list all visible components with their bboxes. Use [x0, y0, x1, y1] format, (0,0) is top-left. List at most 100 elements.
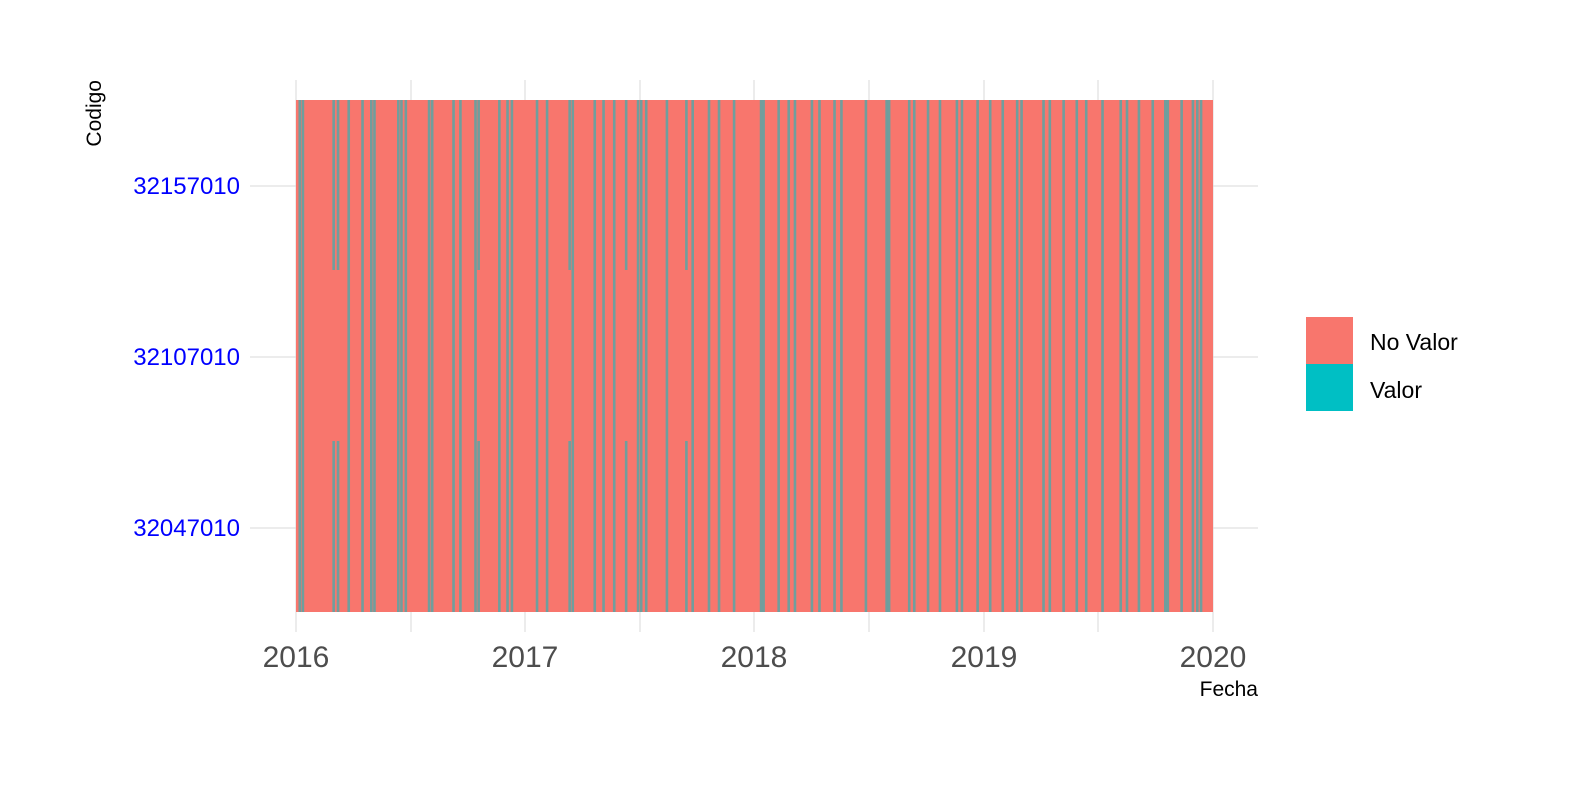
tile-valor [1199, 100, 1203, 612]
y-tick-label: 32157010 [133, 173, 240, 200]
legend: No Valor Valor [1306, 317, 1458, 411]
x-axis: 2016 2017 2018 2019 2020 Fecha [263, 641, 1259, 701]
y-tick-label: 32047010 [133, 515, 240, 542]
tile-valor [1166, 100, 1170, 612]
x-axis-title: Fecha [1200, 678, 1259, 701]
tile-valor [568, 441, 571, 612]
tile-valor [298, 100, 302, 612]
tile-valor [1075, 100, 1079, 612]
tile-valor [762, 100, 765, 612]
tile-valor [644, 100, 648, 612]
tile-valor [624, 100, 628, 270]
tile-valor [732, 100, 736, 612]
tile-valor [474, 100, 477, 612]
tile-valor [404, 100, 408, 612]
tile-valor [1196, 100, 1199, 612]
tile-valor [907, 100, 911, 612]
tile-valor [1020, 100, 1023, 612]
tile-valor [818, 100, 821, 612]
legend-key-no-valor [1306, 317, 1353, 364]
tile-valor [639, 100, 643, 612]
tile-valor [430, 100, 434, 612]
y-axis-title: Codigo [83, 80, 106, 147]
tile-valor [397, 100, 400, 612]
tile-valor [571, 100, 575, 612]
tile-valor [955, 100, 959, 612]
tile-valor [506, 100, 509, 612]
tile-valor [777, 100, 780, 612]
tile-valor [624, 441, 628, 612]
tile-valor [707, 100, 711, 612]
tile-valor [459, 100, 462, 612]
tile-valor [332, 441, 335, 612]
tile-valor [1125, 100, 1129, 612]
tile-valor [612, 100, 616, 612]
tile-valor [545, 100, 549, 612]
tile-valor [885, 100, 888, 612]
tile-valor [510, 100, 514, 612]
y-axis: 32157010 32107010 32047010 Codigo [83, 80, 240, 542]
tile-valor [301, 100, 305, 612]
tile-valor [373, 100, 376, 612]
tile-valor [400, 100, 403, 612]
tile-valor [976, 100, 979, 612]
tile-valor [336, 100, 340, 270]
tile-valor [427, 100, 431, 612]
tile-valor [1180, 100, 1183, 612]
tile-valor [926, 100, 930, 612]
tile-valor [1042, 100, 1045, 612]
tile-valor [685, 441, 688, 612]
tile-valor [1001, 100, 1005, 612]
tile-valor [1137, 100, 1141, 612]
legend-label-no-valor: No Valor [1370, 329, 1458, 355]
x-tick-label: 2017 [492, 641, 559, 674]
x-tick-label: 2018 [721, 641, 788, 674]
tile-valor [1119, 100, 1123, 612]
x-tick-label: 2020 [1180, 641, 1247, 674]
tile-valor [332, 100, 335, 270]
tile-valor [1084, 100, 1088, 612]
tile-valor [636, 100, 640, 612]
tile-valor [370, 100, 373, 612]
tile-valor [1101, 100, 1104, 612]
tile-valor [498, 100, 501, 612]
tile-valor [691, 100, 694, 612]
tile-valor [1048, 100, 1052, 612]
tile-valor [810, 100, 814, 612]
tile-valor [793, 100, 797, 612]
tile-valor [887, 100, 891, 612]
tile-valor [840, 100, 843, 612]
tile-valor [787, 100, 791, 612]
tile-valor [568, 100, 571, 270]
tile-valor [938, 100, 942, 612]
tile-valor [347, 100, 351, 612]
legend-key-valor [1306, 364, 1353, 411]
tile-valor [988, 100, 992, 612]
tile-valor [717, 100, 721, 612]
tile-valor [960, 100, 964, 612]
legend-label-valor: Valor [1370, 377, 1422, 403]
tile-valor [593, 100, 597, 612]
tile-valor [1062, 100, 1065, 612]
tile-valor [912, 100, 916, 612]
tile-valor [452, 100, 455, 612]
tile-valor [685, 100, 688, 270]
tile-valor [864, 100, 868, 612]
tile-valor [535, 100, 539, 612]
y-tick-label: 32107010 [133, 344, 240, 371]
tile-background-no-valor [296, 100, 1213, 612]
tile-valor [1191, 100, 1195, 612]
tile-valor [1164, 100, 1167, 612]
tile-valor [477, 441, 480, 612]
tile-valor [477, 100, 480, 270]
x-tick-label: 2019 [951, 641, 1018, 674]
tile-valor [1015, 100, 1019, 612]
tile-valor [665, 100, 669, 612]
tile-valor [1151, 100, 1155, 612]
tile-valor [602, 100, 605, 612]
tile-valor [759, 100, 763, 612]
tile-valor [361, 100, 364, 612]
tile-valor [833, 100, 836, 612]
heatmap-tiles [296, 100, 1213, 612]
